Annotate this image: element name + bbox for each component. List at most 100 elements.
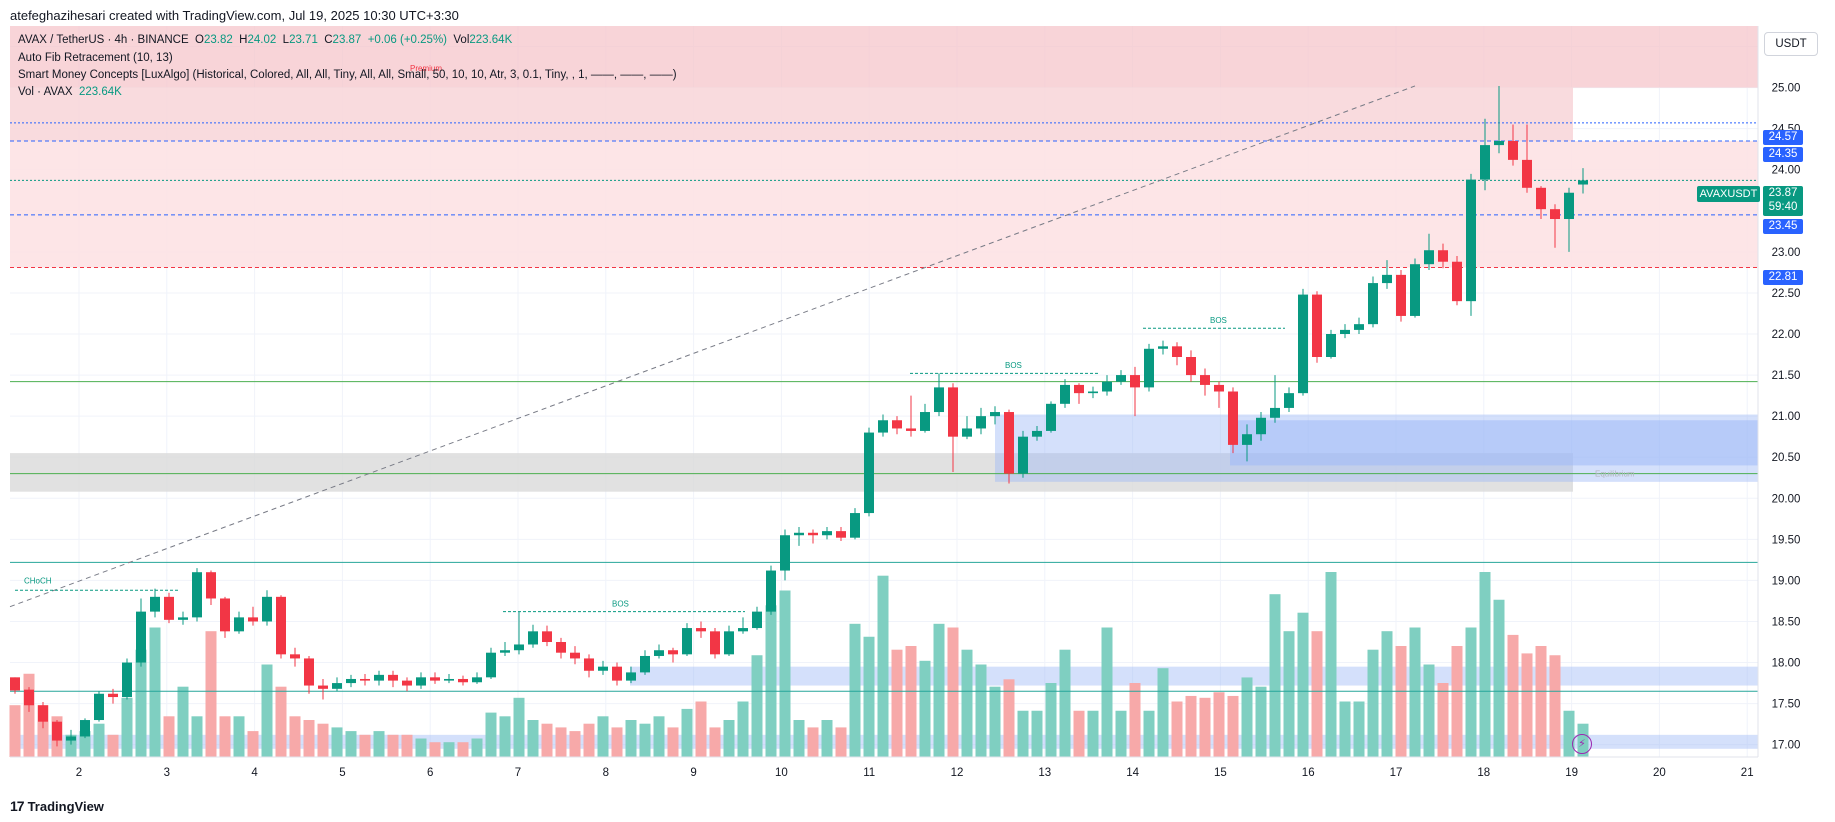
premium-label: Premium — [410, 64, 442, 73]
volume-bar — [303, 720, 315, 757]
legend-indicator-fib[interactable]: Auto Fib Retracement (10, 13) — [18, 52, 173, 64]
candle-body — [1466, 179, 1476, 302]
volume-bar — [569, 731, 581, 757]
volume-bar — [1227, 695, 1239, 757]
candle-body — [1256, 417, 1266, 435]
price-tick-label: 25.00 — [1772, 83, 1801, 95]
volume-bar — [1367, 649, 1379, 757]
candle-body — [1214, 384, 1224, 392]
volume-bar — [121, 697, 133, 757]
candle-body — [990, 412, 1000, 417]
volume-bar — [625, 720, 637, 757]
candle-body — [402, 680, 412, 686]
footer-brand[interactable]: 17 TradingView — [10, 798, 104, 814]
volume-bar — [1465, 627, 1477, 757]
time-tick-label: 2 — [76, 767, 82, 779]
volume-bar — [541, 723, 553, 757]
price-tick-label: 20.00 — [1772, 493, 1801, 505]
volume-bar — [163, 716, 175, 757]
volume-bar — [1017, 710, 1029, 757]
volume-bar — [373, 731, 385, 757]
legend-symbol[interactable]: AVAX / TetherUS · 4h · BINANCE — [18, 34, 189, 46]
volume-bar — [779, 590, 791, 757]
candle-body — [1424, 250, 1434, 265]
volume-bar — [23, 673, 35, 757]
legend-o-label: O — [195, 34, 204, 46]
candle-body — [1158, 346, 1168, 349]
volume-bar — [751, 655, 763, 757]
volume-bar — [1549, 655, 1561, 757]
bos-label-1: BOS — [612, 599, 629, 608]
volume-bar — [9, 705, 21, 757]
time-tick-label: 3 — [164, 767, 170, 779]
candle-body — [1410, 264, 1420, 316]
candle-body — [262, 596, 272, 622]
legend-vol: 223.64K — [469, 34, 513, 46]
currency-selector[interactable]: USDT — [1764, 32, 1818, 56]
volume-bar — [667, 727, 679, 757]
legend-vol-indicator-value: 223.64K — [78, 86, 122, 98]
time-tick-label: 18 — [1477, 767, 1490, 779]
candle-body — [1116, 375, 1126, 382]
candle-body — [66, 736, 76, 741]
candle-body — [1242, 434, 1252, 445]
bos-label-3: BOS — [1210, 316, 1227, 325]
candle-body — [486, 652, 496, 678]
time-tick-label: 12 — [951, 767, 964, 779]
volume-bar — [135, 649, 147, 757]
volume-bar — [1157, 668, 1169, 757]
symbol-tag: AVAXUSDT — [1697, 186, 1760, 202]
candle-body — [10, 677, 20, 691]
volume-bar — [1437, 683, 1449, 757]
candle-body — [836, 531, 846, 538]
price-tick-label: 18.00 — [1772, 658, 1801, 670]
legend-c-label: C — [324, 34, 333, 46]
volume-bar — [331, 727, 343, 757]
volume-bar — [1535, 646, 1547, 757]
legend-indicator-vol[interactable]: Vol · AVAX 223.64K — [18, 86, 122, 98]
candle-body — [304, 658, 314, 686]
candle-body — [444, 678, 454, 681]
time-tick-label: 11 — [863, 767, 875, 779]
candle-body — [1284, 393, 1294, 408]
choch-label: CHoCH — [24, 576, 52, 585]
volume-bar — [499, 716, 511, 757]
volume-bar — [1045, 683, 1057, 757]
volume-bar — [107, 734, 119, 757]
volume-bar — [205, 631, 217, 757]
candle-body — [136, 611, 146, 663]
volume-bar — [149, 627, 161, 757]
candle-body — [416, 677, 426, 686]
candle-body — [1564, 192, 1574, 220]
candle-body — [1298, 294, 1308, 394]
volume-bar — [1213, 692, 1225, 757]
candle-body — [346, 678, 356, 684]
candle-body — [710, 631, 720, 655]
volume-bar — [1325, 572, 1337, 757]
price-tick-label: 24.00 — [1772, 165, 1801, 177]
volume-bar — [1395, 646, 1407, 757]
price-tick-label: 17.50 — [1772, 699, 1801, 711]
volume-bar — [1241, 677, 1253, 757]
axes: 25.5025.0024.5024.0023.5023.0022.5022.00… — [10, 26, 1800, 779]
volume-bar — [1115, 710, 1127, 757]
legend-symbol-row[interactable]: AVAX / TetherUS · 4h · BINANCE O23.82 H2… — [18, 34, 512, 46]
candle-body — [150, 596, 160, 612]
candle-body — [1004, 412, 1014, 474]
volume-bar — [947, 627, 959, 757]
lightning-icon[interactable]: ⚡ — [1572, 734, 1592, 754]
volume-bar — [429, 742, 441, 757]
legend-indicator-smc[interactable]: Smart Money Concepts [LuxAlgo] (Historic… — [18, 69, 677, 81]
volume-bar — [611, 727, 623, 757]
volume-bar — [737, 701, 749, 757]
price-tick-label: 22.50 — [1772, 288, 1801, 300]
time-tick-label: 8 — [603, 767, 609, 779]
volume-bar — [261, 664, 273, 757]
volume-bar — [583, 723, 595, 757]
candle-body — [1270, 407, 1280, 418]
candle-body — [1018, 436, 1028, 474]
volume-bar — [905, 646, 917, 757]
volume-bar — [485, 712, 497, 757]
price-tag-2435: 24.35 — [1763, 147, 1803, 162]
